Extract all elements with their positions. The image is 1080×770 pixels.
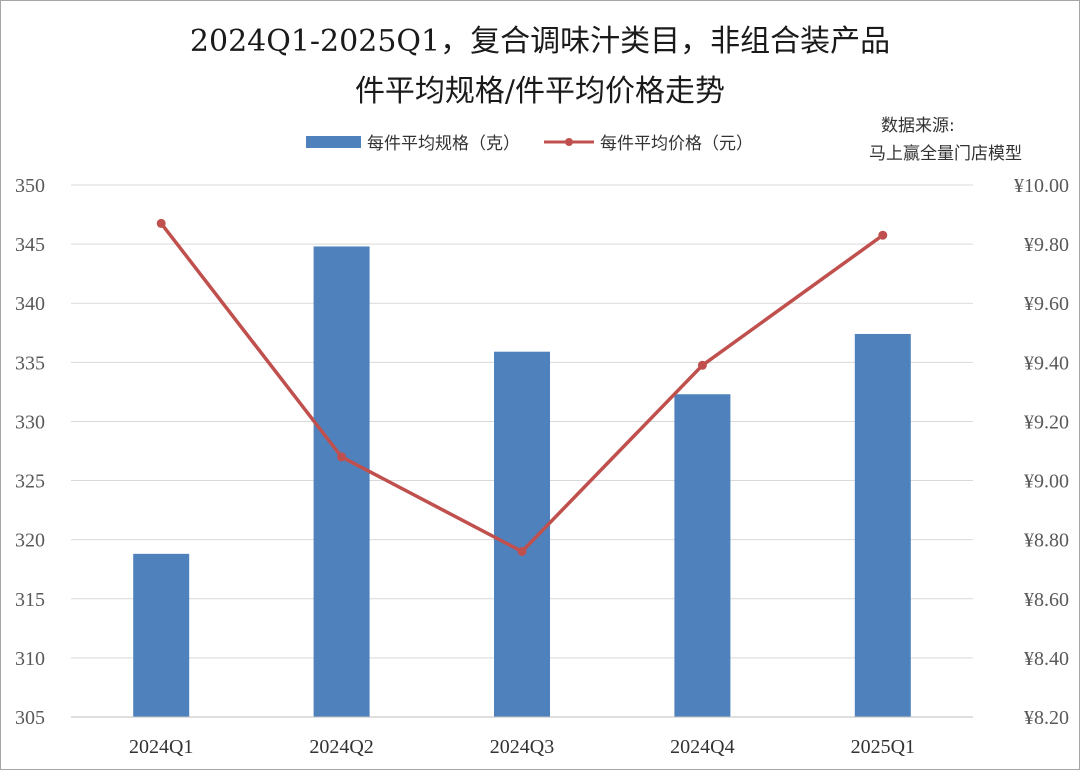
x-tick-label: 2024Q3	[490, 736, 554, 758]
line-point	[337, 452, 347, 462]
y-right-tick-label: ¥9.00	[1024, 471, 1069, 493]
y-right-tick-label: ¥8.40	[1024, 648, 1069, 670]
legend-label-bar: 每件平均规格（克）	[367, 134, 520, 154]
x-tick-label: 2024Q1	[129, 736, 193, 758]
y-right-tick-label: ¥9.80	[1024, 234, 1069, 256]
chart-title-line-1: 2024Q1-2025Q1，复合调味汁类目，非组合装产品	[190, 24, 890, 59]
y-left-tick-label: 335	[15, 352, 45, 374]
line-point	[878, 230, 888, 240]
source-name: 马上赢全量门店模型	[869, 144, 1022, 164]
legend-swatch-marker	[565, 138, 573, 146]
y-axis-left: 305 310 315 320 325 330 335 340 345 350	[15, 175, 45, 729]
bar-series	[133, 246, 911, 717]
line-point	[156, 218, 166, 228]
y-left-tick-label: 315	[15, 589, 45, 611]
legend-swatch-bar	[306, 136, 361, 148]
y-right-tick-label: ¥8.80	[1024, 530, 1069, 552]
y-left-tick-label: 345	[15, 234, 45, 256]
y-left-tick-label: 350	[15, 175, 45, 197]
legend-label-line: 每件平均价格（元）	[600, 134, 753, 154]
x-tick-label: 2024Q2	[309, 736, 373, 758]
line-point	[697, 360, 707, 370]
line-series	[156, 218, 888, 556]
x-tick-label: 2025Q1	[851, 736, 915, 758]
y-left-tick-label: 340	[15, 293, 45, 315]
y-right-tick-label: ¥8.20	[1024, 707, 1069, 729]
bar	[313, 246, 370, 717]
x-axis: 2024Q1 2024Q2 2024Q3 2024Q4 2025Q1	[129, 736, 915, 758]
y-left-tick-label: 310	[15, 648, 45, 670]
y-axis-right: ¥8.20 ¥8.40 ¥8.60 ¥8.80 ¥9.00 ¥9.20 ¥9.40 ¥9.60…	[1014, 175, 1069, 729]
bar	[133, 553, 190, 717]
line-point	[517, 546, 527, 556]
y-right-tick-label: ¥8.60	[1024, 589, 1069, 611]
y-right-tick-label: ¥9.40	[1024, 352, 1069, 374]
y-left-tick-label: 330	[15, 411, 45, 433]
y-right-tick-label: ¥9.20	[1024, 411, 1069, 433]
y-right-tick-label: ¥10.00	[1014, 175, 1069, 197]
y-left-tick-label: 325	[15, 471, 45, 493]
legend: 每件平均规格（克） 每件平均价格（元）	[306, 134, 753, 154]
x-tick-label: 2024Q4	[670, 736, 734, 758]
y-left-tick-label: 320	[15, 530, 45, 552]
bar	[494, 351, 550, 717]
y-left-tick-label: 305	[15, 707, 45, 729]
source-label: 数据来源:	[881, 116, 955, 136]
chart-title-line-2: 件平均规格/件平均价格走势	[355, 74, 725, 109]
y-right-tick-label: ¥9.60	[1024, 293, 1069, 315]
bar	[674, 394, 731, 717]
bar	[854, 333, 911, 717]
